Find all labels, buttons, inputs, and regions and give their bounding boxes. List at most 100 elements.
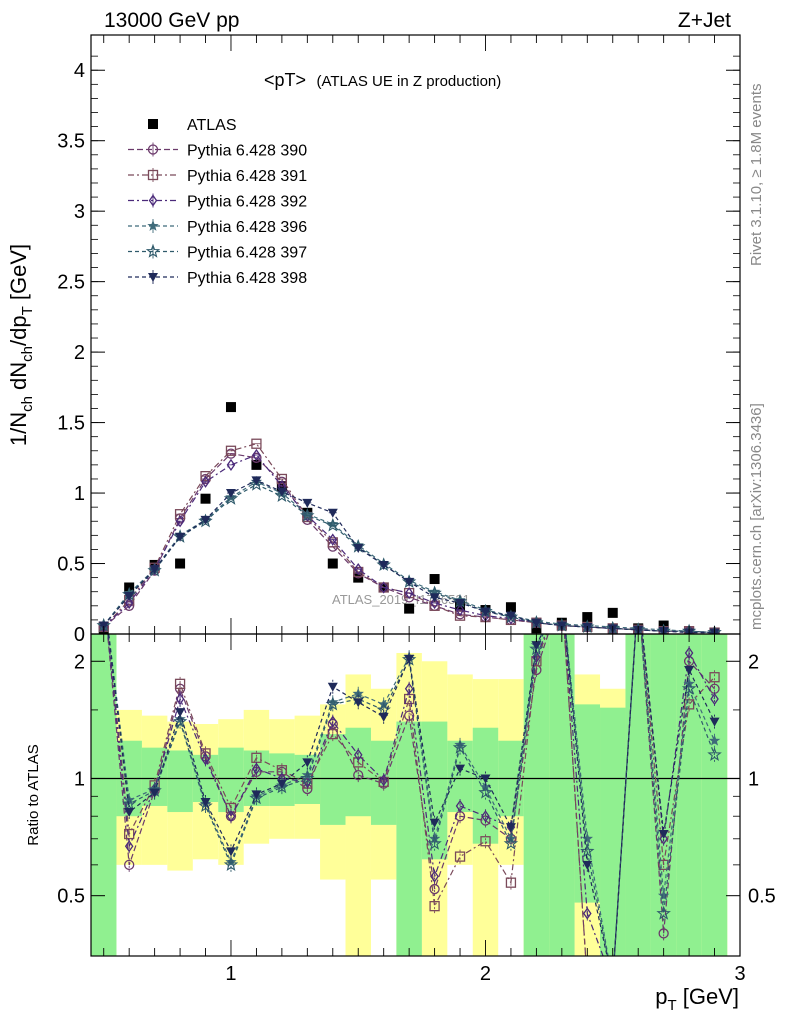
data-point [175, 558, 186, 569]
mcplots-label: mcplots.cern.ch [arXiv:1306.3436] [748, 403, 765, 630]
data-point [301, 769, 313, 780]
data-point [558, 588, 565, 598]
data-point [223, 857, 239, 871]
data-point [353, 769, 364, 781]
ratio-y-tick-label: 2 [74, 651, 85, 673]
data-point [681, 681, 697, 695]
data-point [124, 859, 135, 871]
data-point [481, 810, 490, 823]
legend-marker [148, 194, 158, 207]
legend-label: Pythia 6.428 391 [187, 168, 307, 185]
legend: ATLAS Pythia 6.428 390 Pythia 6.428 391 Pyt… [128, 117, 307, 287]
data-point [659, 832, 668, 845]
data-point [300, 507, 315, 522]
ratio-y-tick-label: 0.5 [57, 886, 85, 908]
x-tick-label: 3 [734, 963, 745, 985]
data-point [683, 699, 695, 710]
data-point [480, 607, 491, 617]
data-point [658, 830, 669, 840]
y-tick-label: 0 [74, 624, 85, 646]
data-point [635, 588, 642, 598]
data-point [480, 836, 491, 847]
series-line [107, 634, 716, 956]
legend-label: Pythia 6.428 392 [187, 194, 307, 211]
data-point [658, 928, 669, 939]
y-tick-label: 2 [74, 342, 85, 364]
data-point [252, 762, 261, 775]
data-point [404, 577, 415, 587]
data-point [378, 712, 389, 722]
data-point [429, 901, 440, 912]
data-point [225, 402, 236, 413]
y-tick-label: 3.5 [57, 131, 85, 153]
data-point [633, 589, 643, 598]
data-point [582, 860, 593, 870]
data-point [505, 611, 516, 621]
data-point [403, 710, 415, 721]
data-point [276, 487, 287, 497]
data-point [353, 544, 364, 554]
data-point [175, 532, 186, 542]
data-point [707, 624, 722, 634]
data-point [607, 976, 619, 987]
main-title-main: <pT> [264, 70, 306, 90]
data-point [531, 618, 542, 628]
x-tick-label: 1 [225, 963, 236, 985]
legend-marker [147, 169, 159, 181]
legend-label: Pythia 6.428 390 [187, 143, 307, 160]
data-point [328, 715, 338, 728]
data-point [327, 508, 338, 518]
data-point [328, 533, 338, 546]
data-point [582, 612, 593, 623]
data-point [608, 978, 618, 987]
data-point [325, 696, 340, 711]
data-point [429, 883, 440, 895]
ratio-ylabel: Ratio to ATLAS [25, 744, 42, 845]
header-left: 13000 GeV pp [104, 9, 239, 32]
data-point [429, 818, 440, 828]
data-point [505, 877, 517, 888]
data-point [100, 588, 107, 598]
legend-marker [148, 273, 158, 282]
data-point [276, 473, 288, 485]
legend-entry: Pythia 6.428 390 [128, 142, 307, 160]
data-point [276, 779, 287, 789]
data-point [300, 770, 315, 785]
data-point [223, 491, 239, 505]
data-point [353, 757, 364, 768]
data-point [633, 587, 644, 598]
data-point [124, 808, 135, 818]
data-point [684, 646, 694, 660]
data-point [404, 603, 415, 614]
ratio-band-green [345, 727, 371, 817]
legend-entry: Pythia 6.428 398 [128, 270, 307, 287]
rivet-label: Rivet 3.1.10, ≥ 1.8M events [748, 84, 765, 267]
data-point [709, 717, 720, 727]
data-point [556, 587, 567, 598]
data-point [175, 708, 186, 718]
data-point [452, 739, 468, 754]
legend-marker [148, 119, 158, 129]
data-point [480, 774, 491, 784]
data-point [478, 785, 493, 799]
data-point [302, 498, 313, 508]
x-tick-label: 2 [480, 963, 491, 985]
data-point [583, 978, 592, 987]
data-point [658, 859, 669, 871]
data-point [325, 517, 340, 532]
y-tick-label: 1.5 [57, 413, 85, 435]
data-point [124, 840, 134, 853]
legend-marker [147, 220, 159, 231]
header-right: Z+Jet [678, 9, 731, 32]
data-point [225, 847, 236, 857]
data-point [252, 448, 261, 462]
data-point [633, 587, 644, 598]
ratio-frame [90, 633, 741, 957]
data-point [301, 508, 313, 520]
data-point [583, 907, 592, 920]
data-point [404, 586, 414, 600]
data-point [124, 828, 135, 840]
ratio-y-tick-label-right: 1 [748, 768, 759, 790]
main-title-sub: (ATLAS UE in Z production) [316, 73, 501, 90]
